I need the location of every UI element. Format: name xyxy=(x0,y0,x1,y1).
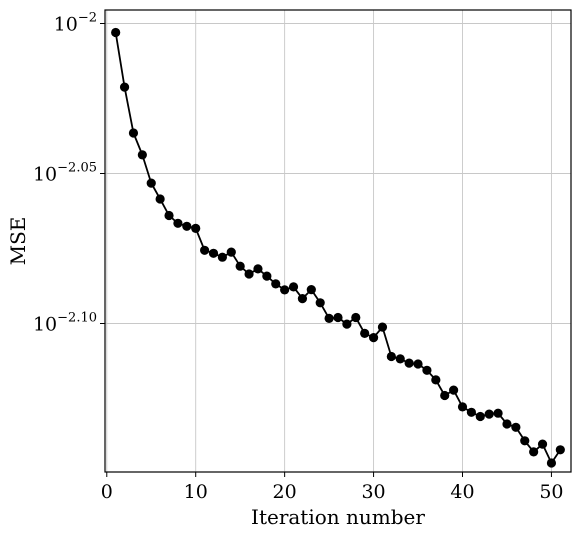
mse-series xyxy=(111,27,565,468)
data-point xyxy=(413,359,423,369)
data-point xyxy=(386,351,396,362)
y-tick-label: 10−2 xyxy=(54,11,97,36)
data-point xyxy=(475,411,485,422)
data-point xyxy=(351,312,361,323)
data-point xyxy=(422,365,432,375)
data-point xyxy=(164,210,174,221)
x-tick-label: 20 xyxy=(273,481,297,503)
y-axis-label: MSE xyxy=(6,217,30,266)
data-point xyxy=(529,447,539,457)
data-point xyxy=(271,279,281,289)
data-point xyxy=(404,358,414,368)
data-point xyxy=(333,312,343,323)
data-point xyxy=(449,385,459,395)
x-tick-label: 50 xyxy=(539,481,563,503)
y-axis-ticks: 10−2 10−2.05 10−2.10 xyxy=(33,11,105,336)
data-point xyxy=(493,408,503,418)
x-tick-label: 10 xyxy=(184,481,208,503)
data-point xyxy=(368,333,379,343)
data-point xyxy=(555,445,565,455)
x-tick-label: 30 xyxy=(361,481,385,503)
plot-frame xyxy=(104,9,572,473)
data-point xyxy=(377,322,388,332)
data-point xyxy=(306,285,316,295)
data-point xyxy=(226,247,236,257)
data-point xyxy=(360,328,370,338)
data-point xyxy=(520,436,530,446)
data-point xyxy=(137,150,147,160)
grid-lines xyxy=(105,10,571,472)
data-point xyxy=(173,218,183,228)
data-point xyxy=(502,419,512,429)
data-point xyxy=(119,82,130,92)
data-point xyxy=(537,439,548,449)
y-tick-label: 10−2.05 xyxy=(33,161,97,186)
data-point xyxy=(511,422,521,432)
data-point xyxy=(466,407,476,417)
data-point xyxy=(235,261,245,271)
data-point xyxy=(244,269,254,279)
x-axis-ticks: 0 10 20 30 40 50 xyxy=(101,472,564,503)
data-point xyxy=(128,128,139,138)
data-point xyxy=(155,194,165,204)
data-point xyxy=(208,248,219,258)
data-point xyxy=(191,223,201,233)
data-point xyxy=(111,27,121,38)
data-point xyxy=(182,221,192,231)
data-point xyxy=(288,282,299,292)
data-point xyxy=(546,458,557,468)
data-point xyxy=(440,390,450,401)
data-point xyxy=(395,354,405,364)
data-point xyxy=(324,313,334,323)
series-line xyxy=(114,32,562,464)
data-point xyxy=(200,245,210,255)
x-tick-label: 40 xyxy=(450,481,474,503)
x-tick-label: 0 xyxy=(101,481,113,503)
y-tick-label: 10−2.10 xyxy=(33,311,97,336)
data-point xyxy=(431,375,441,385)
data-point xyxy=(253,264,263,274)
data-point xyxy=(297,294,308,304)
data-point xyxy=(342,319,352,329)
data-point xyxy=(262,271,272,281)
data-point xyxy=(484,409,494,419)
x-axis-label: Iteration number xyxy=(251,505,425,529)
data-point xyxy=(217,252,227,262)
data-point xyxy=(146,178,156,188)
data-point xyxy=(280,285,290,295)
data-point xyxy=(457,402,468,412)
data-point xyxy=(315,298,325,308)
